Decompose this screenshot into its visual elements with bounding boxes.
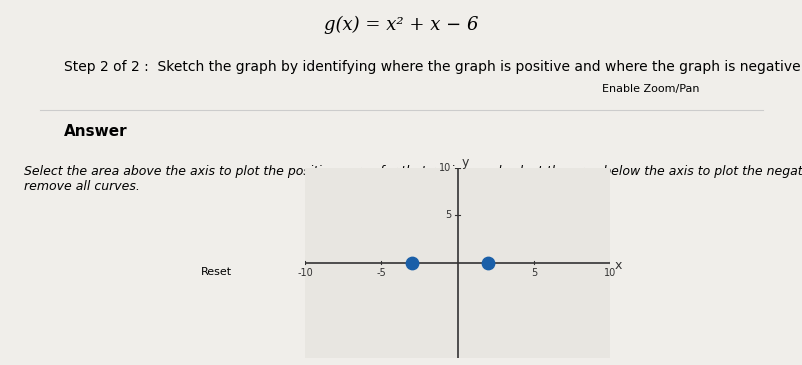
Text: Step 2 of 2 :  Sketch the graph by identifying where the graph is positive and w: Step 2 of 2 : Sketch the graph by identi… [64,60,802,74]
Text: -10: -10 [297,269,313,278]
Text: Reset: Reset [201,267,232,277]
Text: 10: 10 [439,163,451,173]
Point [481,260,494,266]
Text: 5: 5 [530,269,537,278]
Text: Answer: Answer [64,124,128,139]
Text: 10: 10 [603,269,616,278]
Text: x: x [614,259,621,272]
Text: 5: 5 [445,210,451,220]
Text: Enable Zoom/Pan: Enable Zoom/Pan [601,84,699,95]
Text: y: y [461,156,468,169]
Text: Select the area above the axis to plot the positive curve for that region, and s: Select the area above the axis to plot t… [24,165,802,193]
Text: -5: -5 [376,269,386,278]
Point [405,260,418,266]
Text: g(x) = x² + x − 6: g(x) = x² + x − 6 [324,16,478,34]
